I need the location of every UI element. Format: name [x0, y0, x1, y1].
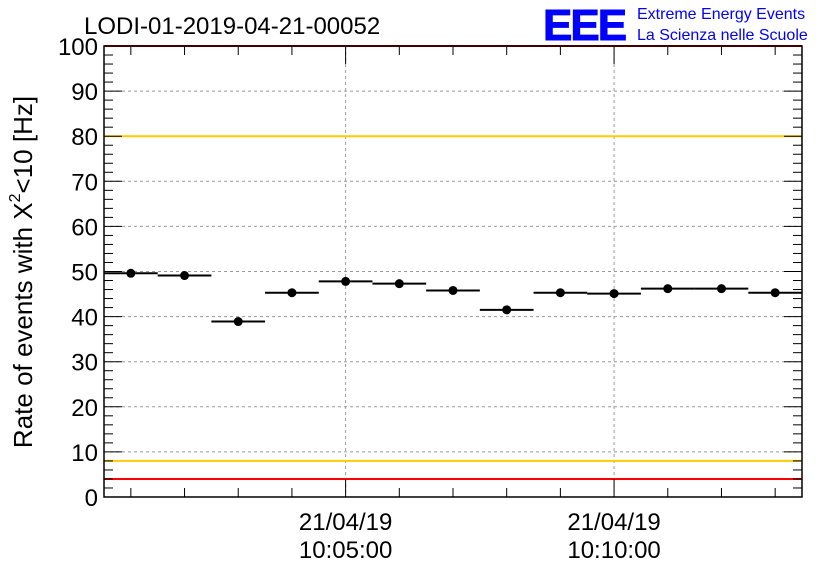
data-point — [555, 288, 565, 298]
y-axis-label: Rate of events with X2<10 [Hz] — [7, 96, 38, 448]
y-tick-label: 0 — [85, 485, 98, 512]
data-point — [287, 288, 297, 298]
data-point — [126, 268, 136, 278]
eee-logo: EEE Extreme Energy Events La Scienza nel… — [543, 1, 808, 51]
logo-mark: EEE — [543, 1, 626, 50]
y-tick-label: 100 — [58, 34, 98, 61]
y-tick-label: 50 — [71, 260, 98, 287]
data-point — [341, 276, 351, 286]
data-point — [448, 285, 458, 295]
data-point — [663, 284, 673, 294]
data-points — [104, 268, 802, 327]
y-tick-label: 30 — [71, 350, 98, 377]
axes: 010203040506070809010021/04/1910:05:0021… — [58, 34, 803, 564]
y-tick-label: 90 — [71, 79, 98, 106]
x-tick-label-time: 10:05:00 — [299, 537, 392, 564]
data-point — [770, 288, 780, 298]
data-point — [233, 317, 243, 327]
data-point — [502, 305, 512, 315]
data-point — [180, 271, 190, 281]
y-tick-label: 10 — [71, 440, 98, 467]
x-tick-label-date: 21/04/19 — [299, 509, 392, 536]
x-tick-label-time: 10:10:00 — [567, 537, 660, 564]
plot-frame — [103, 45, 803, 498]
chart-title: LODI-01-2019-04-21-00052 — [84, 13, 380, 40]
data-point — [394, 279, 404, 289]
y-tick-label: 40 — [71, 305, 98, 332]
data-point — [716, 284, 726, 294]
y-tick-label: 20 — [71, 395, 98, 422]
y-tick-label: 70 — [71, 169, 98, 196]
y-tick-label: 60 — [71, 214, 98, 241]
data-point — [609, 289, 619, 299]
x-tick-label-date: 21/04/19 — [567, 509, 660, 536]
logo-line-2: La Scienza nelle Scuole — [637, 27, 808, 44]
y-tick-label: 80 — [71, 124, 98, 151]
grid — [104, 46, 802, 497]
reference-lines — [104, 45, 802, 480]
logo-line-1: Extreme Energy Events — [637, 6, 805, 23]
